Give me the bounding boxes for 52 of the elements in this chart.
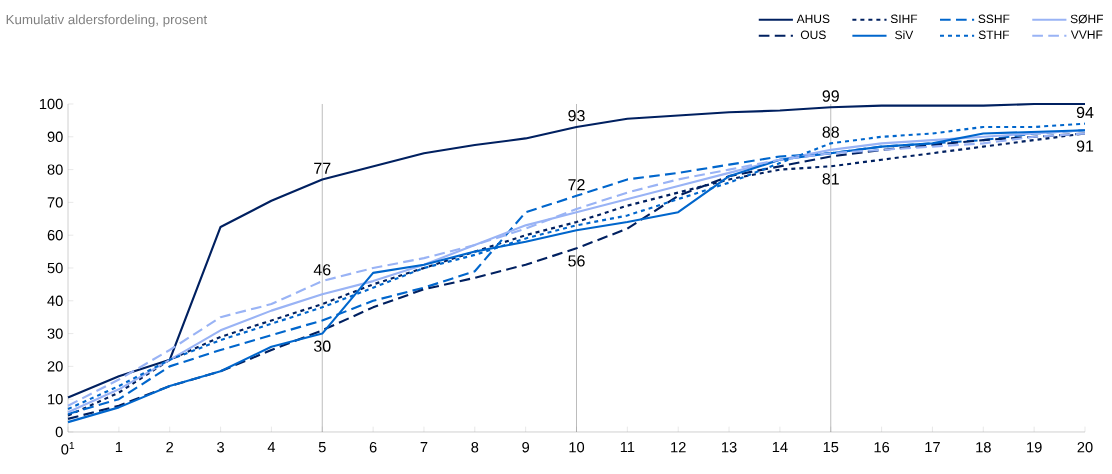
y-tick-label: 10: [48, 394, 63, 405]
x-tick-label: 10: [569, 442, 585, 453]
x-tick-label: 19: [1027, 442, 1042, 453]
y-tick-label: 30: [47, 328, 63, 339]
legend-label: SSHF: [978, 14, 1010, 24]
legend-label: VVHF: [1070, 30, 1103, 39]
annotation: 30: [313, 340, 331, 352]
legend-label: AHUS: [796, 14, 830, 24]
y-tick-label: 0: [55, 426, 63, 438]
x-tick-label: 0$^{1}$: [61, 442, 75, 455]
legend-label: SiV: [895, 30, 914, 40]
x-tick-label: 18: [976, 442, 991, 453]
y-tick-label: 40: [47, 295, 63, 306]
annotation: 56: [568, 255, 585, 267]
annotation: 94: [1076, 106, 1094, 119]
x-tick-label: 11: [620, 442, 635, 453]
x-tick-label: 4: [267, 442, 276, 453]
annotation: 81: [822, 173, 839, 185]
annotation: 91: [1076, 140, 1094, 152]
y-tick-label: 90: [47, 131, 63, 142]
x-tick-label: 1: [115, 442, 123, 453]
x-tick-label: 7: [420, 442, 428, 453]
x-tick-label: 17: [925, 442, 940, 453]
annotation: 72: [568, 179, 585, 191]
legend-label: STHF: [978, 30, 1010, 40]
legend-label: SIHF: [890, 14, 918, 24]
x-tick-label: 9: [522, 442, 530, 453]
x-tick-label: 12: [671, 442, 686, 453]
x-tick-label: 6: [369, 442, 377, 453]
y-tick-label: 80: [47, 164, 63, 175]
legend-label: OUS: [800, 30, 826, 40]
x-tick-label: 2: [166, 442, 174, 453]
x-tick-label: 14: [772, 442, 788, 453]
x-tick-label: 20: [1077, 442, 1093, 453]
x-tick-label: 5: [318, 442, 326, 453]
y-tick-label: 70: [47, 197, 63, 208]
chart-subtitle: Kumulativ aldersfordeling, prosent: [6, 14, 208, 27]
y-tick-label: 20: [47, 361, 63, 372]
annotation: 93: [568, 110, 585, 122]
annotation: 46: [313, 264, 331, 276]
y-tick-label: 100: [39, 98, 63, 110]
x-tick-label: 3: [217, 442, 224, 453]
x-tick-label: 8: [471, 442, 479, 453]
y-tick-label: 50: [47, 262, 63, 274]
x-tick-label: 13: [722, 442, 737, 453]
x-tick-label: 15: [823, 442, 839, 453]
y-tick-label: 60: [47, 230, 63, 241]
annotation: 99: [822, 90, 839, 102]
legend-label: SØHF: [1070, 14, 1104, 24]
annotation: 88: [822, 126, 839, 138]
annotation: 77: [314, 162, 331, 174]
x-tick-label: 16: [874, 442, 890, 453]
